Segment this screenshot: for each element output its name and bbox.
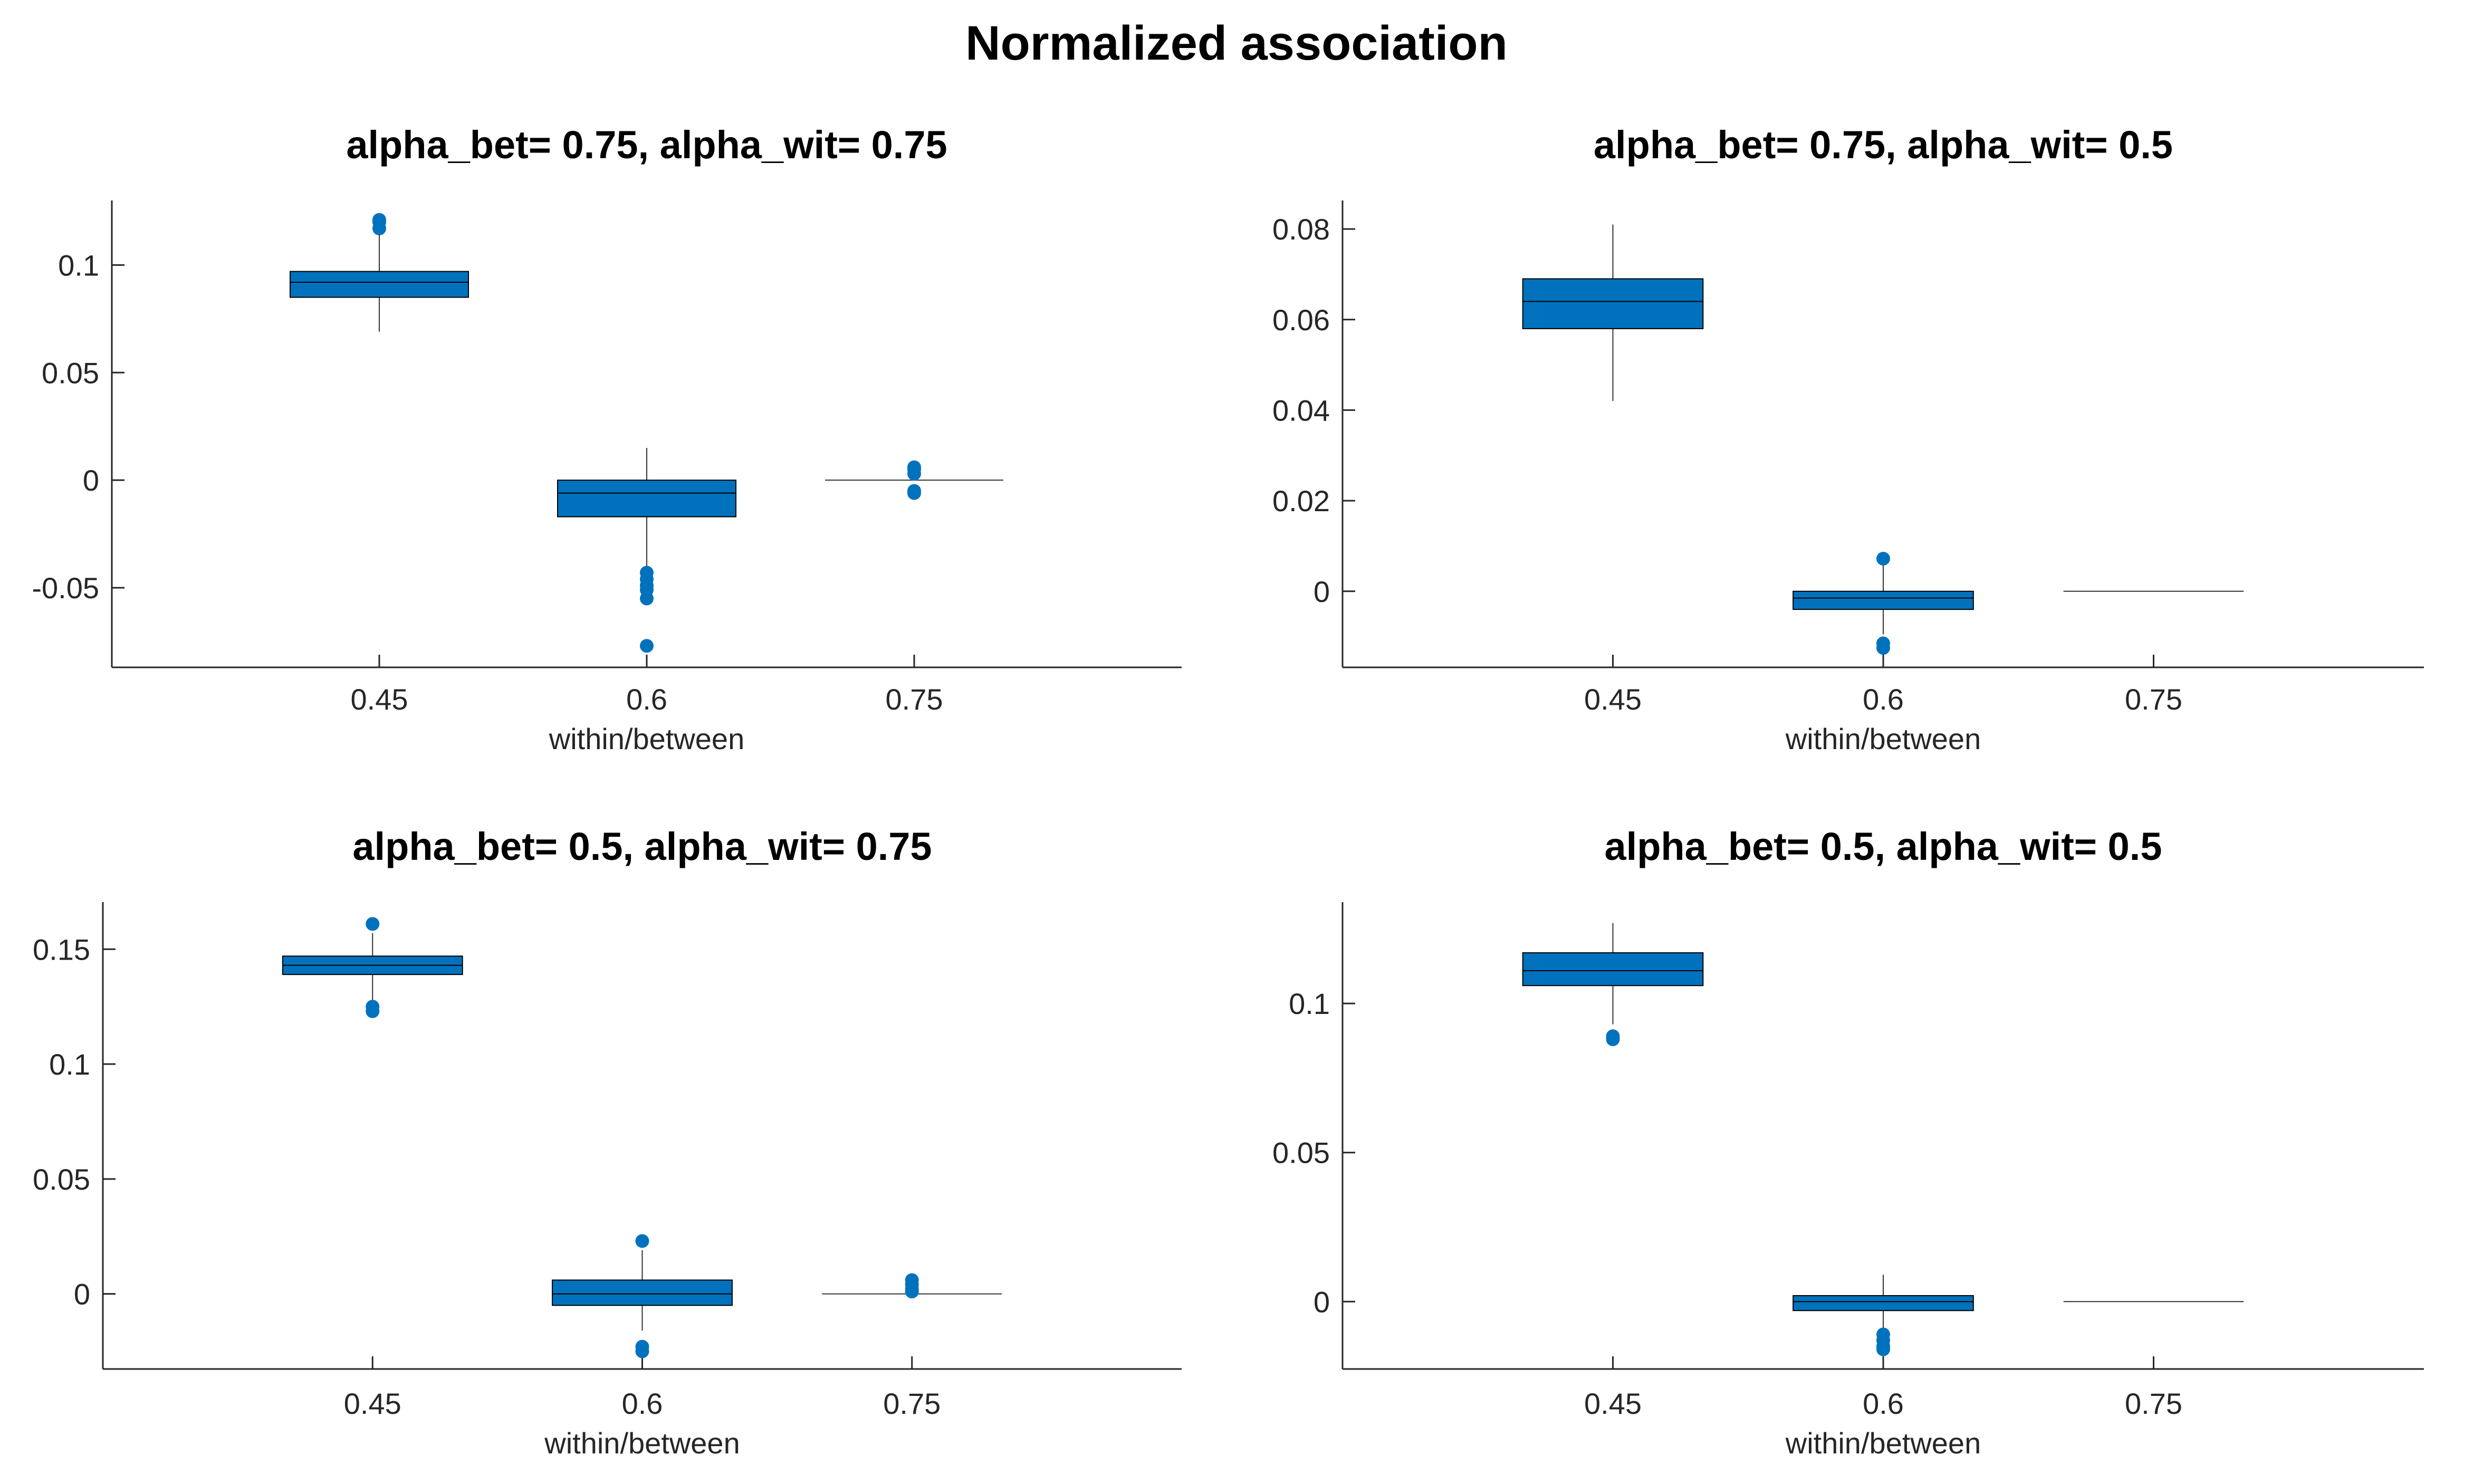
outlier-point <box>907 486 921 500</box>
outlier-point <box>372 213 386 227</box>
y-tick-label: 0.1 <box>1289 987 1330 1020</box>
y-tick-label: 0.1 <box>58 248 99 282</box>
x-tick-label: 0.75 <box>886 683 943 716</box>
y-tick-label: 0.05 <box>1272 1136 1330 1170</box>
y-tick-label: 0.05 <box>33 1163 90 1196</box>
x-tick-label: 0.75 <box>2125 1387 2182 1420</box>
box-iqr <box>1793 590 1974 610</box>
outlier-point <box>1876 551 1890 566</box>
x-tick-label: 0.45 <box>344 1387 401 1420</box>
y-tick-label: 0 <box>83 464 99 497</box>
x-axis-label: within/between <box>544 1426 740 1460</box>
outlier-point <box>640 591 654 606</box>
y-tick-label: 0.08 <box>1272 213 1330 246</box>
box-0.45 <box>1522 224 1704 401</box>
x-axis-label: within/between <box>549 722 744 755</box>
outlier-point <box>1876 1342 1890 1356</box>
outlier-point <box>1606 1032 1620 1046</box>
chart-title: alpha_bet= 0.5, alpha_wit= 0.75 <box>352 825 932 868</box>
box-iqr <box>1793 1295 1974 1311</box>
chart-panel-3: alpha_bet= 0.5, alpha_wit= 0.75 0 0.05 0.1 0… <box>33 825 1182 1460</box>
x-tick-label: 0.75 <box>2125 683 2182 716</box>
x-tick-label: 0.6 <box>622 1387 663 1420</box>
box-0.6 <box>557 448 736 653</box>
y-tick-label: 0.15 <box>33 933 90 966</box>
box-0.6 <box>1793 551 1974 655</box>
x-tick-label: 0.75 <box>883 1387 941 1420</box>
y-tick-label: -0.05 <box>32 571 99 605</box>
box-0.75 <box>822 1273 1002 1299</box>
x-tick-label: 0.6 <box>1863 1387 1904 1420</box>
chart-panel-2: alpha_bet= 0.75, alpha_wit= 0.5 0 0.02 0.04… <box>1272 123 2424 755</box>
outlier-point <box>905 1285 919 1299</box>
box-iqr <box>557 480 736 518</box>
chart-panel-1: alpha_bet= 0.75, alpha_wit= 0.75 -0.05 0 0.… <box>32 123 1182 755</box>
y-tick-label: 0.05 <box>42 356 99 389</box>
y-tick-label: 0.02 <box>1272 484 1330 518</box>
outlier-point <box>366 917 380 931</box>
x-tick-label: 0.6 <box>1863 683 1904 716</box>
y-tick-label: 0 <box>74 1278 90 1311</box>
x-tick-label: 0.6 <box>626 683 667 716</box>
y-tick-label: 0 <box>1314 575 1330 608</box>
box-0.45 <box>282 917 463 1018</box>
box-iqr <box>552 1279 733 1306</box>
outlier-point <box>1876 641 1890 655</box>
x-axis-label: within/between <box>1785 1426 1981 1460</box>
chart-panel-4: alpha_bet= 0.5, alpha_wit= 0.5 0 0.05 0.1 0.… <box>1272 825 2424 1460</box>
x-axis-label: within/between <box>1785 722 1981 755</box>
box-iqr <box>290 271 469 298</box>
y-tick-label: 0.1 <box>49 1048 90 1081</box>
box-iqr <box>1522 952 1704 987</box>
outlier-point <box>366 1004 380 1018</box>
x-tick-label: 0.45 <box>1584 1387 1642 1420</box>
chart-title: alpha_bet= 0.5, alpha_wit= 0.5 <box>1604 825 2162 868</box>
box-0.6 <box>1793 1275 1974 1356</box>
box-iqr <box>1522 278 1704 329</box>
box-0.6 <box>552 1234 733 1358</box>
box-0.45 <box>290 213 469 332</box>
box-0.75 <box>825 460 1003 500</box>
outlier-point <box>635 1234 649 1248</box>
outlier-point <box>907 466 921 481</box>
chart-title: alpha_bet= 0.75, alpha_wit= 0.5 <box>1594 123 2173 167</box>
figure-title: Normalized association <box>965 16 1508 70</box>
chart-title: alpha_bet= 0.75, alpha_wit= 0.75 <box>346 123 947 167</box>
y-tick-label: 0.06 <box>1272 303 1330 337</box>
x-tick-label: 0.45 <box>1584 683 1642 716</box>
y-tick-label: 0 <box>1314 1285 1330 1318</box>
y-tick-label: 0.04 <box>1272 394 1330 427</box>
outlier-point <box>635 1344 649 1358</box>
outlier-point <box>640 639 654 653</box>
x-tick-label: 0.45 <box>351 683 408 716</box>
box-0.45 <box>1522 923 1704 1046</box>
